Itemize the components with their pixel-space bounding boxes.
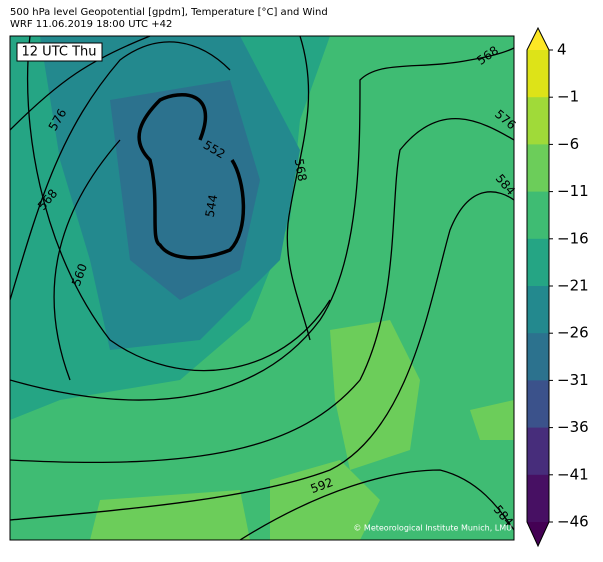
colorbar-band	[527, 97, 549, 145]
colorbar-band	[527, 191, 549, 240]
colorbar-tick-label: 4	[557, 41, 567, 59]
colorbar-tick-label: −6	[557, 135, 579, 153]
colorbar-tick-label: −31	[557, 371, 589, 389]
contour-label: 568	[292, 157, 310, 182]
colorbar-tick-label: −1	[557, 88, 579, 106]
colorbar-tick-label: −16	[557, 229, 589, 247]
colorbar-band	[527, 474, 549, 523]
colorbar-under	[527, 522, 549, 546]
colorbar-tick-label: −41	[557, 465, 589, 483]
colorbar-band	[527, 380, 549, 429]
colorbar-tick-label: −46	[557, 513, 589, 531]
colorbar-band	[527, 50, 549, 98]
colorbar-tick-label: −36	[557, 418, 589, 436]
colorbar-tick-label: −26	[557, 324, 589, 342]
colorbar-band	[527, 427, 549, 476]
contour-label: 544	[203, 193, 221, 218]
map: 12 UTC Thu © Meteorological Institute Mu…	[9, 35, 515, 541]
time-box	[16, 42, 103, 62]
colorbar-tick-label: −11	[557, 182, 589, 200]
colorbar-band	[527, 144, 549, 193]
subtitle: WRF 11.06.2019 18:00 UTC +42	[10, 19, 172, 30]
time-label: 12 UTC Thu	[22, 45, 97, 60]
colorbar-band	[527, 286, 549, 334]
colorbar-tick-label: −21	[557, 277, 589, 295]
colorbar-band	[527, 333, 549, 381]
credit: © Meteorological Institute Munich, LMU	[353, 524, 512, 533]
colorbar-over	[527, 28, 549, 50]
colorbar-band	[527, 238, 549, 287]
title: 500 hPa level Geopotential [gpdm], Tempe…	[10, 7, 328, 18]
